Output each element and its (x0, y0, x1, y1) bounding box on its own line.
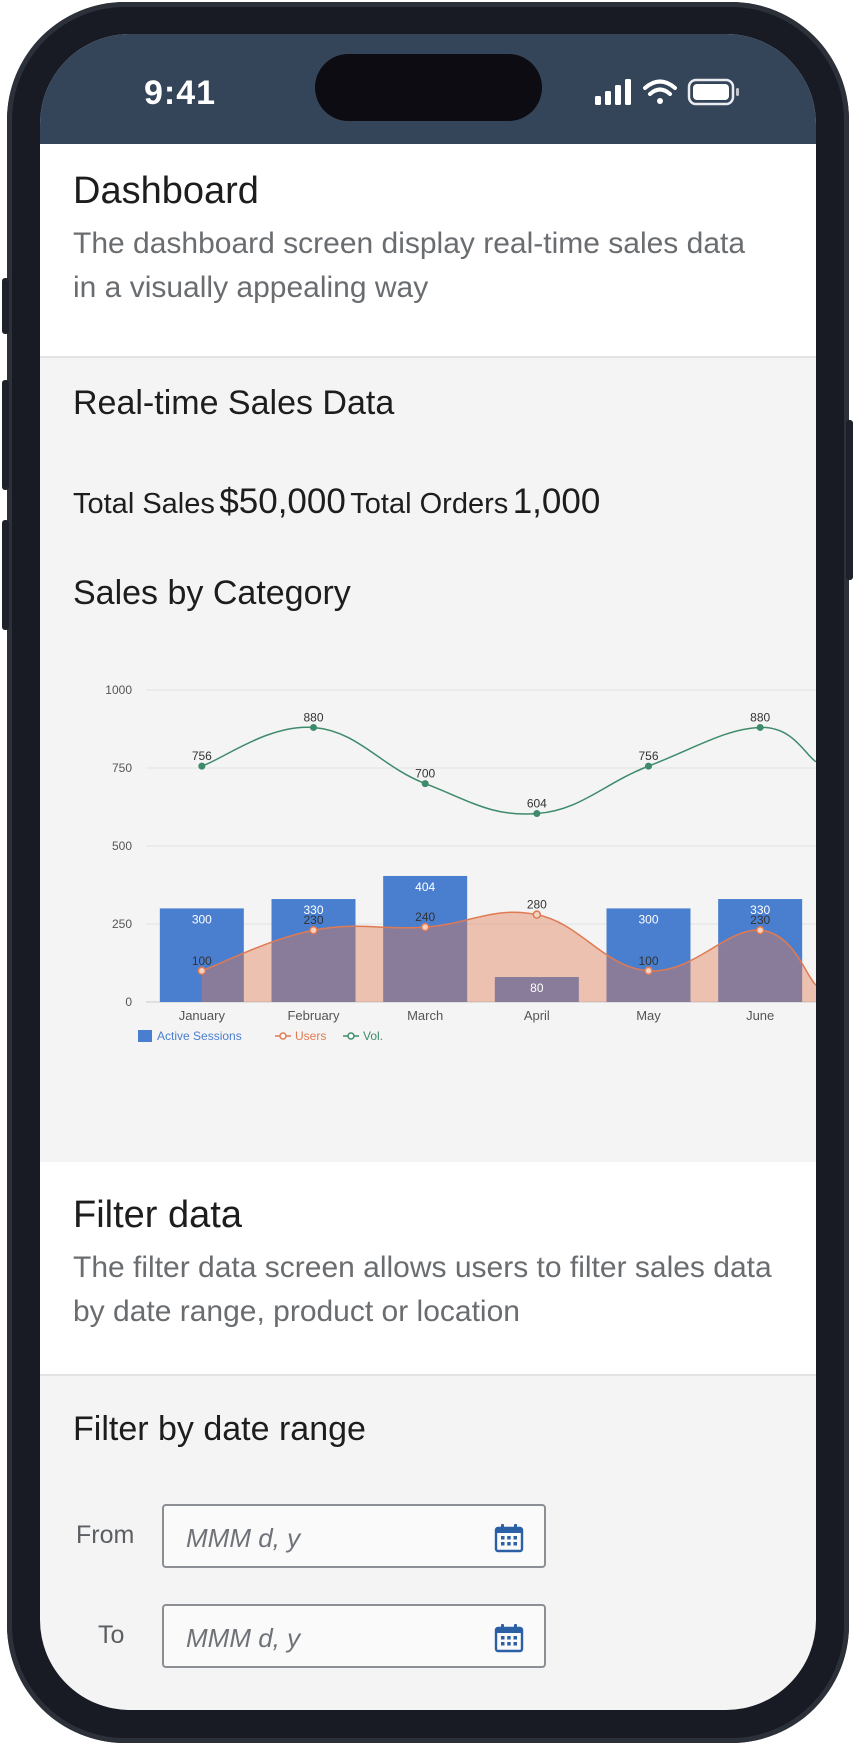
legend-label: Users (295, 1029, 326, 1043)
vol-data-label: 756 (638, 749, 658, 763)
x-tick-label: June (746, 1008, 774, 1023)
divider (40, 1374, 816, 1376)
users-data-label: 240 (415, 910, 435, 924)
battery-icon (687, 78, 739, 106)
date-range-title: Filter by date range (73, 1410, 366, 1448)
dashboard-title: Dashboard (73, 170, 259, 212)
bar-data-label: 300 (638, 912, 658, 926)
bar-data-label: 300 (192, 912, 212, 926)
chart-bar (494, 977, 579, 1002)
to-date-input[interactable] (184, 1618, 488, 1658)
vol-data-label: 880 (303, 710, 323, 724)
chart-bar (606, 908, 691, 1002)
volume-up-button (2, 380, 9, 490)
divider (40, 356, 816, 358)
y-tick-label: 250 (112, 917, 132, 931)
sales-by-category-title: Sales by Category (73, 574, 351, 612)
legend-item: Users (275, 1029, 326, 1043)
sales-by-category-chart: 300 330 404 80 300 330 100 230 240 280 100 230 756 88… (105, 683, 816, 1043)
y-tick-label: 500 (112, 839, 132, 853)
x-tick-label: February (287, 1008, 340, 1023)
mute-switch (2, 278, 9, 334)
users-data-label: 280 (527, 898, 547, 912)
bar-data-label: 404 (415, 880, 435, 894)
calendar-icon[interactable] (494, 1623, 524, 1653)
vol-data-label: 756 (192, 749, 212, 763)
volume-down-button (2, 520, 9, 630)
legend-item: Active Sessions (138, 1029, 242, 1043)
users-data-label: 100 (192, 954, 212, 968)
users-area (201, 912, 816, 1002)
users-point (532, 910, 542, 919)
y-tick-label: 750 (112, 761, 132, 775)
users-point (309, 925, 318, 935)
calendar-icon[interactable] (494, 1523, 524, 1553)
filter-subtitle: The filter data screen allows users to f… (73, 1251, 772, 1328)
users-point (420, 922, 430, 932)
legend-swatch (138, 1030, 152, 1042)
vol-point (421, 780, 429, 788)
total-orders-value: 1,000 (512, 482, 601, 521)
users-point (197, 966, 207, 976)
x-tick-label: May (636, 1008, 661, 1023)
users-data-label: 100 (638, 954, 658, 968)
vol-point (310, 723, 317, 731)
dashboard-subtitle: The dashboard screen display real-time s… (73, 227, 746, 304)
chart-bar (718, 899, 803, 1002)
total-sales-label: Total Sales (73, 488, 215, 520)
to-date-field[interactable] (162, 1604, 546, 1668)
vol-data-label: 604 (527, 797, 547, 811)
users-point (755, 925, 765, 935)
bar-data-label: 330 (750, 903, 770, 917)
filter-title: Filter data (73, 1194, 242, 1236)
users-point (644, 966, 653, 976)
chart-bar (159, 908, 244, 1002)
vol-data-label: 880 (750, 710, 770, 724)
sales-section-title: Real-time Sales Data (73, 384, 395, 422)
x-tick-label: January (179, 1008, 226, 1023)
vol-line (201, 726, 816, 815)
bar-data-label: 330 (303, 903, 323, 917)
sales-stats: Total Sales $50,000 Total Orders 1,000 (73, 482, 600, 522)
from-label: From (76, 1521, 135, 1549)
users-data-label: 230 (303, 913, 323, 927)
legend-label: Vol. (363, 1029, 383, 1043)
total-sales-value: $50,000 (219, 482, 346, 521)
status-icons (595, 78, 739, 106)
chart-bar (271, 899, 356, 1002)
x-tick-label: March (407, 1008, 443, 1023)
to-label: To (98, 1621, 125, 1649)
legend-label: Active Sessions (157, 1029, 242, 1043)
status-time: 9:41 (144, 74, 217, 112)
total-orders-label: Total Orders (350, 488, 509, 520)
vol-point (756, 723, 764, 731)
dynamic-island (315, 54, 542, 121)
signal-icon (595, 79, 631, 105)
y-tick-label: 1000 (105, 683, 132, 697)
filter-card: Filter data The filter data screen allow… (40, 1162, 816, 1374)
phone-screen: 9:41 Dashboard The dashboard screen di (40, 34, 816, 1710)
legend-swatch (279, 1032, 287, 1040)
bar-data-label: 80 (530, 981, 544, 995)
vol-point (645, 762, 652, 770)
chart-bar (383, 875, 468, 1002)
status-bar: 9:41 (40, 34, 816, 144)
dashboard-card: Dashboard The dashboard screen display r… (40, 144, 816, 356)
x-tick-label: April (524, 1008, 550, 1023)
y-tick-label: 0 (125, 995, 132, 1009)
power-button (846, 420, 853, 580)
from-date-field[interactable] (162, 1504, 546, 1568)
vol-point (533, 810, 541, 818)
vol-data-label: 700 (415, 767, 435, 781)
legend-item: Vol. (343, 1029, 383, 1043)
wifi-icon (643, 79, 677, 104)
vol-point (198, 762, 206, 770)
users-data-label: 230 (750, 913, 770, 927)
legend-swatch (347, 1032, 355, 1040)
from-date-input[interactable] (184, 1518, 488, 1558)
